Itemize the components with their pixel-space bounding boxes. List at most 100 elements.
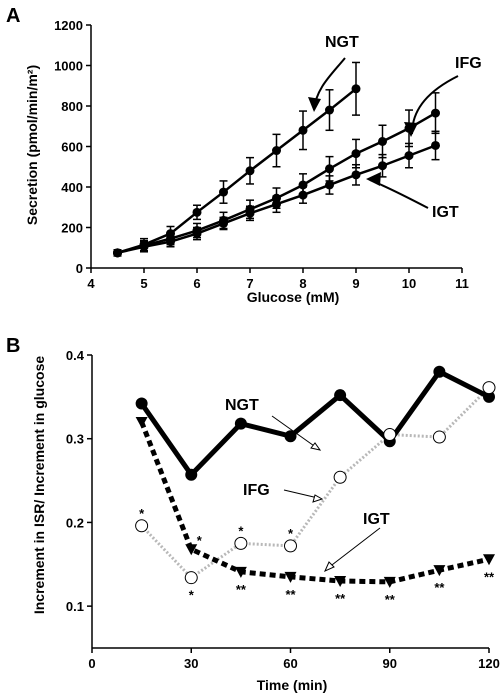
panel-a-x-tick-label: 7 (246, 276, 253, 291)
panel-b-label: B (6, 335, 20, 357)
panel-b-x-tick-label: 60 (283, 656, 297, 671)
panel-b-y-tick-label: 0.4 (66, 348, 85, 363)
panel-b-axes: 0 30 60 90 120 0.1 0.2 0.3 0.4 (66, 348, 500, 671)
panel-a-y-tick-label: 0 (76, 261, 83, 276)
panel-a-point-ngt (351, 84, 361, 94)
panel-a-point-igt (298, 190, 308, 200)
panel-b-arrow-ifg (283, 489, 319, 499)
panel-a-point-ngt (298, 125, 308, 135)
panel-a-point-igt (113, 248, 122, 258)
panel-a-arrowhead-ngt (308, 97, 321, 112)
panel-b-x-tick-label: 120 (478, 656, 500, 671)
panel-a-point-ifg (325, 164, 334, 174)
panel-b-y-tick-label: 0.2 (66, 515, 84, 530)
panel-a-x-tick-label: 5 (140, 276, 147, 291)
panel-a-y-tick-label: 600 (61, 140, 83, 155)
panel-b-significance-igt: ** (434, 580, 445, 595)
panel-b-point-ngt (185, 468, 198, 481)
panel-a-label: A (6, 5, 20, 27)
panel-a-series (113, 61, 440, 258)
panel-b-line-ngt (139, 368, 491, 479)
panel-b-point-igt (433, 565, 446, 577)
panel-b-point-igt (284, 571, 297, 583)
panel-a-x-tick-label: 9 (352, 276, 359, 291)
panel-b-significance-igt: * (197, 533, 203, 548)
panel-a-point-ngt (272, 146, 281, 156)
panel-a-x-axis-label: Glucose (mM) (247, 289, 340, 305)
panel-a-point-igt (431, 140, 440, 150)
panel-b-point-ifg (284, 539, 297, 553)
panel-b-point-igt (483, 554, 495, 566)
panel-b-arrowhead-ifg (312, 494, 324, 503)
panel-b-significance-igt: ** (385, 592, 396, 607)
panel-a-annotation-igt: IGT (432, 204, 459, 221)
panel-a-point-ngt (325, 105, 334, 115)
panel-b-annotation-ifg: IFG (243, 482, 270, 499)
panel-a-annotation-ngt: NGT (325, 34, 359, 51)
panel-a-y-tick-label: 800 (61, 99, 83, 114)
panel-b-significance-ifg: * (238, 523, 244, 538)
panel-b-arrow-igt (327, 527, 381, 569)
panel-b-point-ngt (135, 397, 148, 410)
panel-b-point-ifg (333, 470, 347, 484)
panel-a-point-igt (139, 242, 149, 252)
panel-b-significance-igt: ** (484, 569, 495, 584)
panel-b-annotation-ngt: NGT (225, 397, 259, 414)
panel-a-x-tick-label: 10 (402, 276, 416, 291)
panel-a-point-ngt (219, 187, 228, 197)
panel-b-point-ifg (482, 381, 496, 395)
panel-a-y-tick-label: 200 (61, 221, 83, 236)
panel-b-x-axis-label: Time (min) (257, 677, 328, 693)
panel-a-y-tick-label: 1200 (54, 18, 83, 33)
panel-b-significance-ifg: * (189, 588, 195, 603)
panel-b-point-igt (234, 566, 247, 578)
panel-b-arrow-ngt (271, 415, 318, 449)
panel-a-point-ifg (378, 136, 387, 146)
panel-a-y-axis-label: Secretion (pmol/min/m²) (24, 65, 40, 225)
panel-a-point-ngt (245, 166, 255, 176)
panel-a-point-igt (351, 170, 361, 180)
panel-b-arrowhead-ngt (310, 442, 322, 451)
panel-a-y-tick-label: 1000 (54, 59, 83, 74)
panel-b-arrowhead-igt (324, 561, 335, 572)
panel-a-y-tick-label: 400 (61, 180, 83, 195)
panel-a-x-tick-label: 6 (193, 276, 200, 291)
panel-b-significance-igt: ** (335, 591, 346, 606)
panel-b-point-ngt (234, 417, 247, 430)
panel-b-annotation-igt: IGT (363, 511, 390, 528)
panel-a-point-igt (245, 208, 255, 218)
panel-b-point-igt (383, 576, 396, 588)
panel-a-arrowhead-igt (366, 172, 381, 186)
panel-b-series: *** **** ** ** ****** (135, 365, 496, 607)
panel-b-x-tick-label: 90 (383, 656, 397, 671)
panel-a-x-tick-label: 4 (87, 276, 95, 291)
panel-b-point-ifg (234, 536, 248, 550)
panel-a-annotation-ifg: IFG (455, 55, 482, 72)
panel-b-point-ifg (383, 428, 397, 442)
panel-b-point-ifg (432, 430, 446, 444)
panel-a-axes: 4 5 6 7 8 9 10 11 0 200 400 600 800 1000 1200 (54, 18, 469, 291)
panel-b-point-ngt (483, 390, 495, 403)
panel-a-point-ifg (431, 108, 440, 118)
panel-a-x-tick-label: 11 (455, 276, 469, 291)
panel-a-point-igt (378, 161, 387, 171)
panel-b-point-ifg (184, 571, 198, 585)
panel-a-point-igt (192, 229, 202, 239)
panel-b-significance-ifg: * (288, 526, 294, 541)
panel-b-line-ifg (140, 386, 491, 580)
panel-b-point-ngt (433, 365, 446, 378)
panel-b-significance-igt: ** (236, 582, 247, 597)
panel-a-point-ifg (351, 149, 361, 159)
panel-a-point-igt (166, 237, 175, 247)
panel-a-x-tick-label: 8 (299, 276, 306, 291)
panel-b-line-igt (139, 421, 490, 585)
panel-b-point-igt (334, 576, 347, 588)
panel-a-point-igt (272, 199, 281, 209)
panel-b-point-igt (135, 416, 148, 428)
panel-a-chart: A 4 5 6 7 8 9 10 11 0 200 400 600 800 1000 1200 Glucos… (6, 5, 482, 305)
panel-a-point-igt (325, 180, 334, 190)
panel-b-y-tick-label: 0.3 (66, 432, 84, 447)
panel-a-point-igt (404, 151, 414, 161)
panel-b-point-ngt (334, 389, 347, 402)
